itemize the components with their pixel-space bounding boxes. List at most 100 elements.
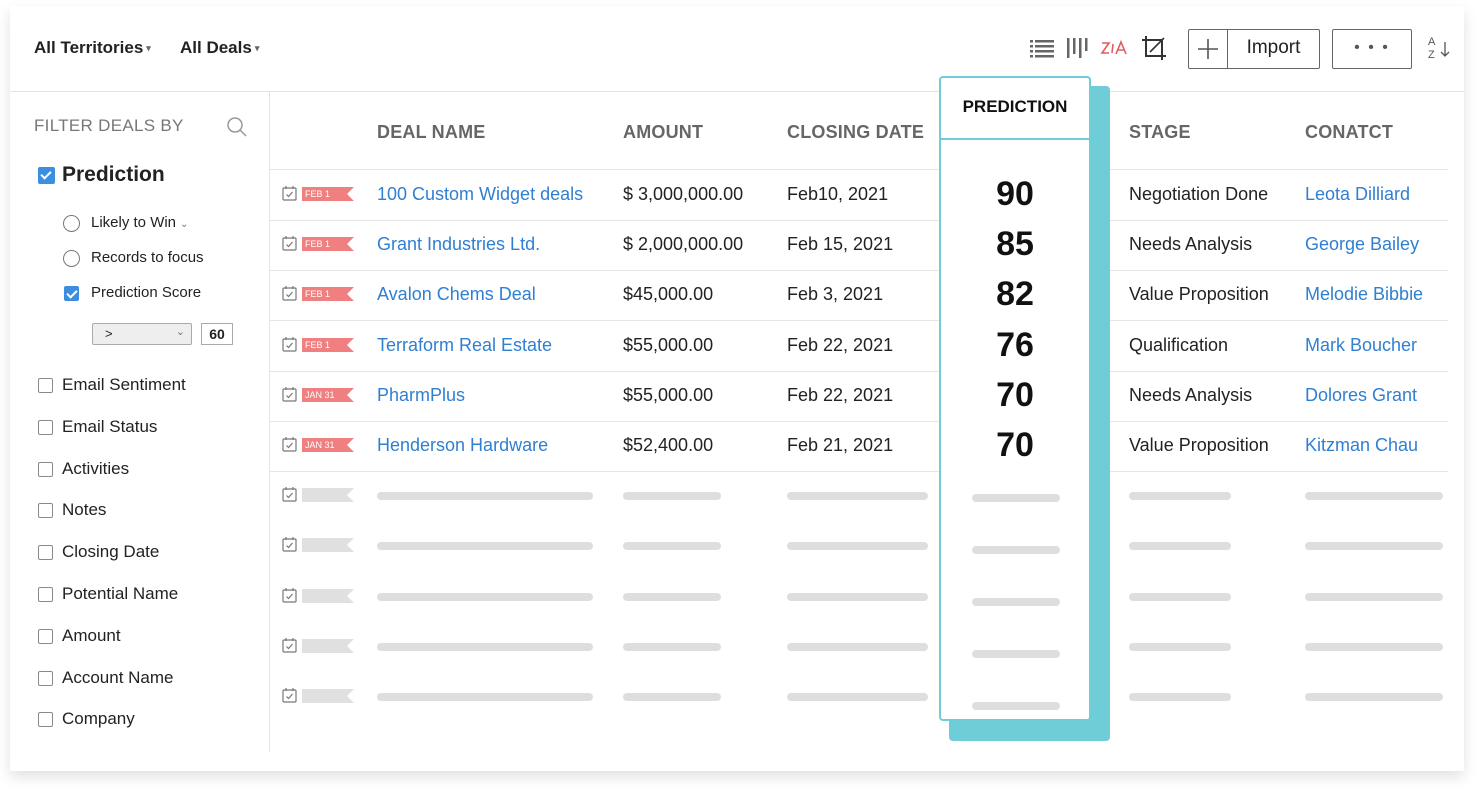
sort-az-bottom: Z [1428, 49, 1435, 61]
filter-checkbox[interactable] [38, 712, 53, 728]
table-row[interactable]: JAN 31 PharmPlus $55,000.00 Feb 22, 2021 Nee… [270, 371, 1448, 422]
loading-placeholder [1129, 592, 1231, 601]
col-header-deal-name[interactable]: DEAL NAME [377, 122, 486, 142]
add-button[interactable] [1189, 30, 1228, 68]
deal-name-link[interactable]: PharmPlus [377, 384, 466, 405]
calendar-icon[interactable] [282, 285, 297, 301]
filter-checkbox[interactable] [38, 628, 53, 644]
records-to-focus-radio[interactable] [63, 250, 80, 267]
table-row[interactable] [270, 471, 1448, 521]
filter-checkbox[interactable] [38, 587, 53, 602]
filter-label: Closing Date [62, 542, 160, 562]
filter-label: Amount [62, 625, 121, 645]
likely-to-win-radio[interactable] [63, 215, 80, 232]
contact-link[interactable]: Mark Boucher [1305, 334, 1418, 355]
sort-az-icon[interactable]: A Z [1428, 36, 1454, 66]
kanban-view-icon[interactable] [1064, 34, 1092, 62]
table-row[interactable]: FEB 1 Terraform Real Estate $55,000.00 Feb … [270, 321, 1448, 372]
contact-link[interactable]: Dolores Grant [1305, 384, 1418, 405]
list-view-icon[interactable] [1028, 34, 1056, 62]
loading-placeholder [1305, 542, 1443, 551]
due-date-flag [302, 237, 354, 252]
calendar-icon[interactable] [282, 536, 297, 552]
contact-link[interactable]: Kitzman Chau [1305, 435, 1419, 455]
col-header-contact[interactable]: CONATCT [1305, 122, 1394, 142]
zia-icon[interactable] [1100, 34, 1128, 62]
filter-label: Activities [62, 458, 130, 478]
due-date-flag [302, 438, 354, 452]
filter-checkbox[interactable] [38, 419, 53, 435]
col-header-stage[interactable]: STAGE [1129, 122, 1191, 142]
score-operator-value: > [105, 326, 113, 341]
loading-placeholder [972, 598, 1060, 607]
loading-placeholder [377, 542, 593, 551]
calendar-icon[interactable] [282, 185, 297, 201]
closing-date-cell: Feb 15, 2021 [787, 234, 894, 255]
col-header-amount[interactable]: AMOUNT [623, 122, 704, 142]
calendar-icon[interactable] [282, 687, 297, 703]
deal-name-link[interactable]: Terraform Real Estate [377, 334, 553, 355]
table-row[interactable]: JAN 31 Henderson Hardware $52,400.00 Feb 21… [270, 421, 1448, 472]
down-arrow-icon [1440, 42, 1450, 57]
deals-dropdown[interactable]: All Deals ▾ [180, 38, 259, 58]
col-header-prediction[interactable]: PREDICTION [941, 78, 1089, 140]
calendar-icon[interactable] [282, 587, 297, 603]
due-date-flag [302, 337, 354, 352]
table-row[interactable]: FEB 1 100 Custom Widget deals $ 3,000,000.… [270, 170, 1448, 221]
table-row[interactable] [270, 622, 1448, 672]
prediction-score: 76 [996, 325, 1034, 364]
score-value-input[interactable]: 60 [201, 323, 233, 345]
calendar-icon[interactable] [282, 486, 297, 502]
contact-link[interactable]: George Bailey [1305, 234, 1420, 255]
prediction-score-checkbox[interactable] [64, 286, 79, 301]
amount-cell: $ 2,000,000.00 [623, 234, 744, 255]
deal-name-link[interactable]: Avalon Chems Deal [377, 284, 536, 305]
prediction-checkbox[interactable] [38, 167, 55, 184]
col-header-closing-date[interactable]: CLOSING DATE [787, 122, 925, 142]
due-date-tag: FEB 1 [305, 189, 331, 199]
deals-panel: All Territories ▾ All Deals ▾ [10, 6, 1464, 771]
deal-name-link[interactable]: 100 Custom Widget deals [377, 184, 584, 204]
filter-checkbox[interactable] [38, 378, 53, 393]
deal-name-link[interactable]: Grant Industries Ltd. [377, 234, 541, 255]
prediction-score-label: Prediction Score [91, 284, 202, 301]
placeholder-flag [302, 488, 354, 503]
table-row[interactable] [270, 572, 1448, 622]
calendar-icon[interactable] [282, 235, 297, 251]
deal-name-link[interactable]: Henderson Hardware [377, 435, 549, 455]
filter-checkbox[interactable] [38, 461, 53, 477]
filter-checkbox[interactable] [38, 545, 53, 561]
closing-date-cell: Feb 3, 2021 [787, 284, 884, 305]
likely-to-win-option[interactable]: Likely to Win ⌄ [91, 214, 188, 231]
table-row[interactable] [270, 521, 1448, 571]
calendar-icon[interactable] [282, 336, 297, 352]
calendar-icon[interactable] [282, 436, 297, 452]
loading-placeholder [623, 642, 721, 651]
loading-placeholder [972, 702, 1060, 711]
table-row[interactable] [270, 672, 1448, 722]
filter-checkbox[interactable] [38, 503, 53, 519]
score-operator-select[interactable]: > ⌄ [92, 323, 192, 345]
amount-cell: $45,000.00 [623, 284, 714, 305]
table-row[interactable]: FEB 1 Grant Industries Ltd. $ 2,000,000.00… [270, 220, 1448, 272]
loading-placeholder [787, 693, 928, 701]
territory-dropdown[interactable]: All Territories ▾ [34, 38, 151, 58]
search-icon[interactable] [226, 116, 248, 138]
amount-cell: $55,000.00 [623, 334, 714, 355]
contact-link[interactable]: Melodie Bibbie [1305, 284, 1424, 305]
calendar-icon[interactable] [282, 386, 297, 402]
contact-link[interactable]: Leota Dilliard [1305, 184, 1411, 204]
more-options-button[interactable]: • • • [1332, 29, 1412, 69]
import-button[interactable]: Import [1246, 37, 1301, 58]
loading-placeholder [972, 494, 1060, 503]
crop-icon[interactable] [1140, 34, 1168, 62]
calendar-icon[interactable] [282, 637, 297, 653]
filter-sidebar: FILTER DEALS BY Prediction Likely to Win… [10, 92, 270, 752]
due-date-flag [302, 287, 354, 302]
table-row[interactable]: FEB 1 Avalon Chems Deal $45,000.00 Feb 3, 2… [270, 270, 1448, 322]
closing-date-cell: Feb 22, 2021 [787, 334, 894, 355]
filter-checkbox[interactable] [38, 670, 53, 686]
loading-placeholder [623, 592, 721, 601]
chevron-down-icon: ▾ [254, 43, 260, 54]
closing-date-cell: Feb10, 2021 [787, 184, 889, 204]
